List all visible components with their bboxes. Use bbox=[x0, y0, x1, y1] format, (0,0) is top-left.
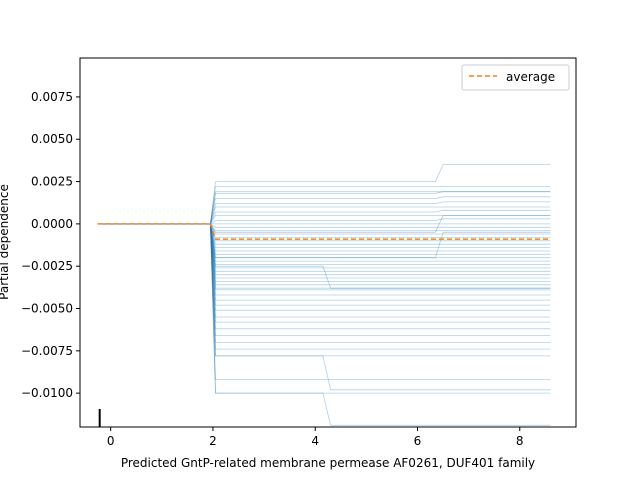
y-tick-label-3: −0.0025 bbox=[21, 259, 73, 273]
ice-line-45 bbox=[97, 223, 551, 391]
ice-line-9 bbox=[97, 218, 551, 225]
ice-line-8 bbox=[97, 214, 551, 225]
ice-line-18 bbox=[97, 223, 551, 252]
y-tick-label-5: 0.0025 bbox=[31, 175, 73, 189]
ice-line-38 bbox=[97, 223, 551, 337]
ice-line-3 bbox=[97, 191, 551, 225]
average-line bbox=[97, 223, 551, 240]
ice-line-31 bbox=[97, 223, 551, 296]
ice-line-25 bbox=[97, 223, 551, 276]
legend-box bbox=[461, 64, 570, 91]
ice-line-4 bbox=[97, 196, 551, 225]
plot-frame bbox=[79, 57, 577, 428]
y-tick-label-7: 0.0075 bbox=[31, 90, 73, 104]
ice-line-33 bbox=[97, 223, 551, 306]
x-tick-label-4: 4 bbox=[311, 434, 319, 448]
ice-line-26 bbox=[97, 223, 551, 279]
ice-line-46 bbox=[97, 223, 551, 426]
ice-line-32 bbox=[97, 223, 551, 301]
ice-line-21 bbox=[97, 223, 551, 262]
legend: average bbox=[461, 64, 570, 91]
y-tick-label-6: 0.0050 bbox=[31, 132, 73, 146]
ice-line-19 bbox=[97, 223, 551, 255]
ice-lines bbox=[97, 164, 551, 426]
x-tick-label-0: 0 bbox=[107, 434, 115, 448]
ice-line-5 bbox=[97, 201, 551, 225]
x-tick-label-6: 6 bbox=[414, 434, 422, 448]
ice-line-39 bbox=[97, 223, 551, 343]
ice-line-1 bbox=[97, 186, 551, 225]
y-tick-label-4: 0.0000 bbox=[31, 217, 73, 231]
legend-average-label: average bbox=[506, 70, 555, 84]
x-tick-label-8: 8 bbox=[516, 434, 524, 448]
ice-line-23 bbox=[97, 223, 551, 269]
y-axis-label: Partial dependence bbox=[0, 184, 11, 300]
ice-line-37 bbox=[97, 223, 551, 330]
x-axis-label: Predicted GntP-related membrane permease… bbox=[121, 456, 535, 470]
average-line-group bbox=[97, 223, 551, 240]
ice-line-41 bbox=[97, 223, 551, 357]
ice-line-34 bbox=[97, 223, 551, 311]
ice-line-0 bbox=[97, 164, 551, 225]
ice-line-27 bbox=[97, 223, 551, 282]
ice-line-20 bbox=[97, 223, 551, 259]
ice-line-2 bbox=[97, 191, 551, 225]
ice-line-35 bbox=[97, 223, 551, 318]
ice-line-24 bbox=[97, 223, 551, 272]
ice-line-36 bbox=[97, 223, 551, 323]
ice-line-43 bbox=[97, 223, 551, 394]
ice-line-40 bbox=[97, 223, 551, 350]
ice-line-30 bbox=[97, 223, 551, 291]
ice-line-22 bbox=[97, 223, 551, 265]
y-tick-label-0: −0.0100 bbox=[21, 386, 73, 400]
y-tick-label-2: −0.0050 bbox=[21, 302, 73, 316]
ice-line-47 bbox=[97, 223, 551, 259]
ice-line-29 bbox=[97, 223, 551, 289]
y-ticks: −0.0100 −0.0075 −0.0050 −0.0025 0.0000 0.0025… bbox=[21, 90, 80, 400]
y-tick-label-1: −0.0075 bbox=[21, 344, 73, 358]
ice-line-42 bbox=[97, 223, 551, 381]
ice-line-44 bbox=[97, 223, 551, 289]
ice-line-28 bbox=[97, 223, 551, 286]
x-ticks: 0 2 4 6 8 bbox=[107, 427, 524, 448]
ice-line-7 bbox=[97, 209, 551, 225]
ice-line-6 bbox=[97, 206, 551, 225]
x-tick-label-2: 2 bbox=[209, 434, 217, 448]
